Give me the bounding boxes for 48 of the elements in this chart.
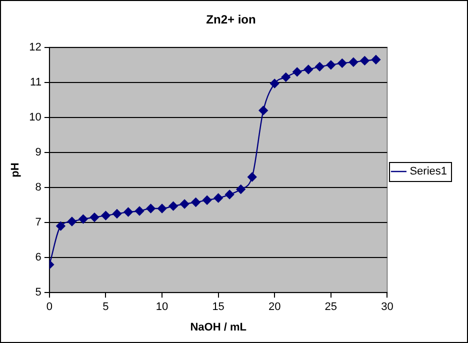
y-axis-title: pH [10,162,22,178]
x-tick-label: 30 [381,301,394,314]
point [157,204,167,214]
y-tick-label: 10 [29,111,42,124]
point [236,184,246,194]
point [281,72,290,82]
y-tick-label: 5 [35,286,42,299]
point [134,206,144,216]
point [360,56,370,66]
point [191,198,200,207]
point [101,210,110,220]
point [258,106,268,116]
point [304,64,313,74]
x-tick-label: 20 [268,301,281,314]
point [214,193,223,203]
x-tick-label: 15 [212,301,224,314]
y-tick-label: 8 [35,182,42,194]
point [78,214,88,224]
y-tick-label: 7 [35,216,42,229]
chart-title: Zn2+ ion [206,12,256,27]
point [112,209,122,218]
point [224,190,234,200]
point [270,78,280,88]
x-axis-title: NaOH / mL [190,321,247,334]
point [180,199,190,209]
x-tick-label: 25 [324,301,338,314]
point [56,221,66,231]
x-tick-label: 0 [46,301,52,314]
point [315,62,324,72]
point [338,58,347,68]
point [168,201,178,211]
y-tick-label: 6 [35,252,42,264]
point [202,196,212,205]
point [371,55,381,64]
point [326,60,336,70]
point [292,67,302,77]
point [124,207,133,217]
legend-label: Series1 [410,166,447,178]
point [348,58,358,67]
point [90,212,100,222]
x-tick-label: 10 [156,301,168,314]
x-tick-label: 5 [102,301,109,314]
y-tick-label: 12 [29,41,42,54]
point [247,172,257,182]
y-tick-label: 11 [30,76,42,88]
point [67,216,77,226]
point [146,204,156,214]
y-tick-label: 9 [35,146,42,159]
